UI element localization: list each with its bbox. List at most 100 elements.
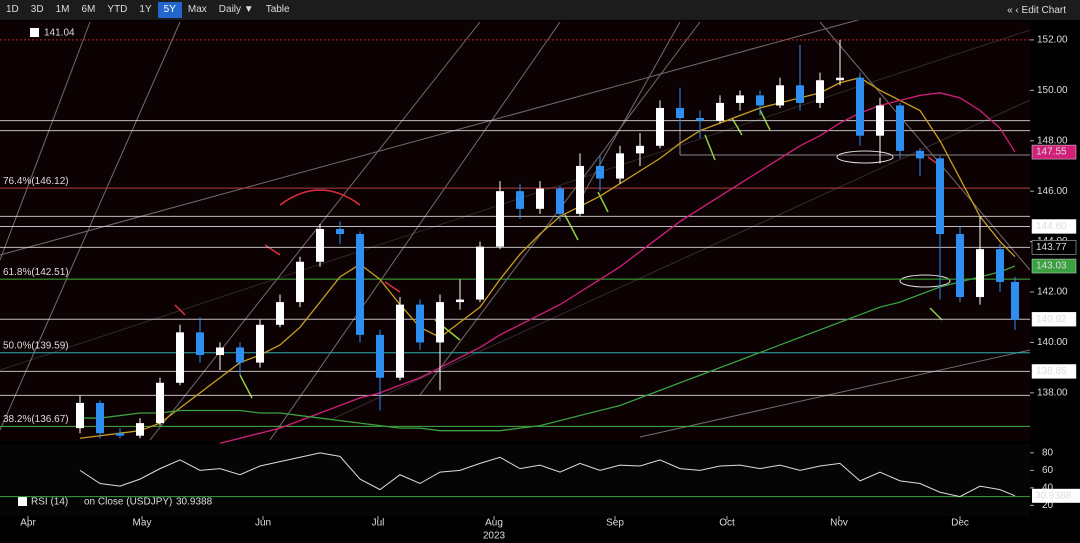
candle-body	[416, 304, 424, 343]
price-tag	[1031, 364, 1077, 379]
moving-average	[219, 92, 1016, 444]
candle-body	[696, 118, 704, 121]
candle-body	[236, 347, 244, 363]
candle-body	[296, 261, 304, 303]
price-tag-label: 144.60	[1036, 221, 1067, 232]
candle-body	[536, 188, 544, 209]
year-label: 2023	[483, 531, 506, 542]
candle-body	[316, 228, 324, 262]
y-tick-label: 140.00	[1037, 337, 1068, 348]
toolbar-button[interactable]: 5Y	[157, 2, 182, 18]
candle-body	[496, 191, 504, 247]
rsi-tag	[1032, 488, 1080, 503]
x-tick-label: Sep	[606, 518, 624, 529]
toolbar-button[interactable]: 1M	[55, 4, 70, 15]
candle-body	[716, 102, 724, 121]
toolbar-button[interactable]: 1Y	[139, 4, 152, 15]
candle-body	[176, 332, 184, 383]
toolbar-button[interactable]: YTD	[107, 4, 128, 15]
candle-body	[216, 347, 224, 356]
candle-body	[116, 433, 124, 436]
x-tick-label: Jun	[255, 518, 271, 529]
rsi-swatch	[18, 497, 27, 506]
price-tag-label: 140.92	[1036, 314, 1067, 325]
rsi-line	[79, 452, 1016, 498]
rsi-tick-label: 40	[1042, 483, 1054, 494]
price-tag-label: 147.55	[1036, 147, 1067, 158]
x-tick-label: Oct	[719, 518, 735, 529]
price-tag-label: 138.85	[1036, 366, 1067, 377]
candle-body	[476, 246, 484, 300]
candle-body	[256, 324, 264, 363]
candle-body	[736, 95, 744, 103]
candle-body	[456, 299, 464, 303]
toolbar-button[interactable]: 3D	[30, 4, 44, 15]
candle-body	[196, 332, 204, 356]
candle-body	[856, 77, 864, 136]
price-tag	[1031, 144, 1077, 160]
candle-body	[916, 150, 924, 159]
candle-body	[76, 402, 84, 429]
candle-body	[656, 107, 664, 146]
candle-body	[796, 85, 804, 103]
toolbar-button[interactable]: 6M	[81, 4, 96, 15]
toolbar: 1D 3D 1M 6M YTD 1Y 5Y Max Daily ▼ Table « ‹ Edit C…	[0, 0, 1080, 20]
candle-body	[356, 234, 364, 335]
candle-body	[276, 302, 284, 325]
candle-body	[876, 105, 884, 136]
candle-body	[636, 145, 644, 154]
candle-body	[336, 228, 344, 235]
y-tick-label: 142.00	[1037, 287, 1068, 298]
candle-body	[956, 234, 964, 298]
candle-body	[616, 153, 624, 179]
toolbar-button[interactable]: Max	[187, 4, 207, 15]
moving-average	[80, 265, 1016, 432]
candle-body	[756, 95, 764, 106]
candle-body	[96, 402, 104, 434]
x-tick-label: May	[133, 518, 152, 529]
candle-body	[436, 302, 444, 343]
rsi-legend-value: 30.9388	[176, 497, 213, 508]
fib-label: 38.2%(136.67)	[3, 414, 69, 425]
candle-body	[836, 77, 844, 81]
x-tick-label: Jul	[372, 518, 385, 529]
candle-body	[136, 423, 144, 436]
top-arc	[279, 189, 361, 206]
candle-body	[516, 191, 524, 209]
x-tick-label: Aug	[485, 518, 503, 529]
candle-body	[936, 158, 944, 235]
fib-label: 61.8%(142.51)	[3, 267, 69, 278]
price-tag-label: 143.77	[1036, 242, 1067, 253]
candle-body	[896, 105, 904, 151]
candle-body	[1011, 281, 1019, 320]
fib-label: 76.4%(146.12)	[3, 176, 69, 187]
legend-swatch	[30, 28, 39, 37]
toolbar-button[interactable]: Table	[265, 4, 290, 15]
candle-body	[996, 249, 1004, 282]
x-tick-label: Nov	[830, 518, 848, 529]
x-tick-label: Dec	[951, 518, 969, 529]
y-tick-label: 150.00	[1037, 85, 1068, 96]
price-tag	[1031, 258, 1077, 274]
rsi-tick-label: 80	[1042, 448, 1054, 459]
x-tick-label: Apr	[20, 518, 36, 529]
candle-body	[376, 334, 384, 378]
candle-body	[556, 188, 564, 214]
candle-body	[816, 80, 824, 103]
y-tick-label: 138.00	[1037, 387, 1068, 398]
rsi-source: on Close (USDJPY)	[84, 497, 172, 508]
y-tick-label: 152.00	[1037, 35, 1068, 46]
plot-bg	[0, 21, 1030, 441]
last-price-label: 141.04	[44, 28, 75, 39]
toolbar-button[interactable]: Daily ▼	[218, 4, 254, 15]
fib-label: 50.0%(139.59)	[3, 340, 69, 351]
price-tag	[1031, 311, 1077, 327]
edit-chart[interactable]: « ‹ Edit Chart	[1007, 5, 1066, 16]
rsi-tick-label: 20	[1042, 500, 1054, 511]
rsi-name: RSI (14)	[31, 497, 68, 508]
price-tag	[1031, 219, 1077, 234]
toolbar-button[interactable]: 1D	[6, 4, 19, 15]
candle-body	[156, 382, 164, 424]
